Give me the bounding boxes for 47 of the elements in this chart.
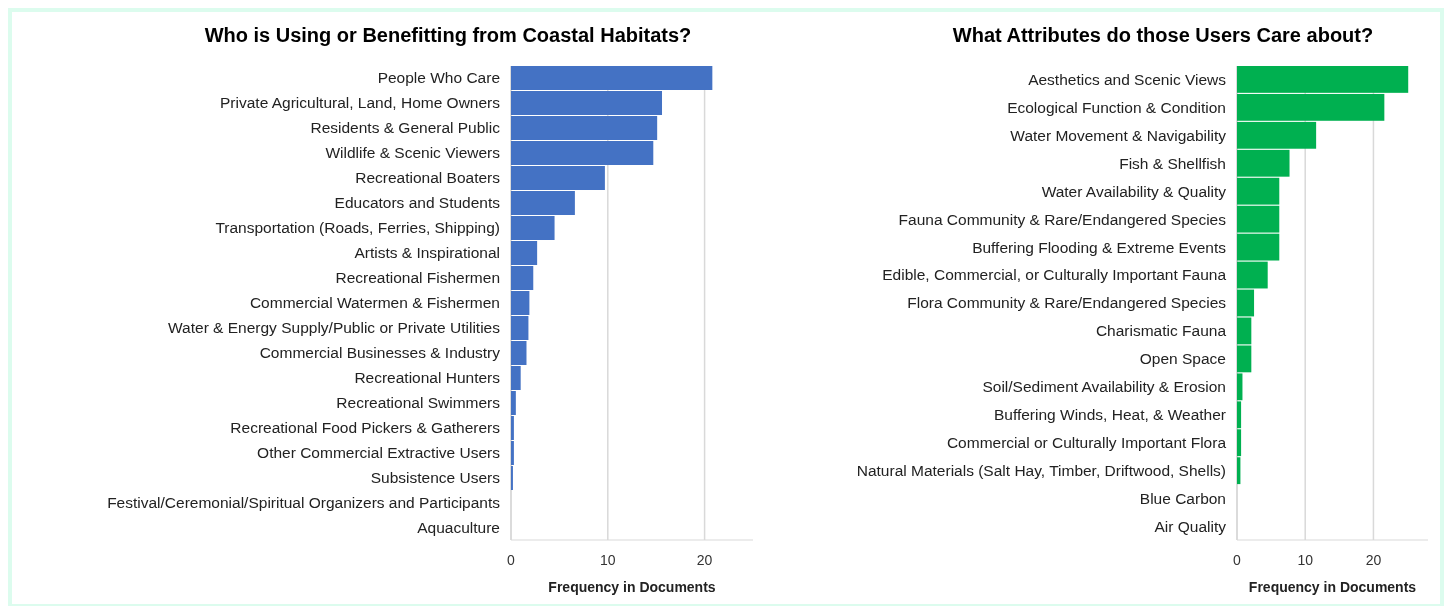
y-tick-label: Buffering Flooding & Extreme Events [972,238,1227,256]
y-tick-label: Fish & Shellfish [1119,154,1226,172]
y-tick-label: Artists & Inspirational [354,244,500,262]
y-tick-label: Charismatic Fauna [1095,322,1227,340]
y-tick-label: Recreational Boaters [355,169,501,187]
y-tick-label: Open Space [1139,350,1226,368]
y-tick-label: Transportation (Roads, Ferries, Shipping) [215,219,500,237]
y-tick-label: Recreational Hunters [354,369,501,387]
y-tick-label: Commercial Businesses & Industry [259,344,501,362]
y-tick-label: Water Movement & Navigability [1010,126,1227,144]
y-tick-label: Water & Energy Supply/Public or Private Utilities [168,319,501,337]
y-tick-label: Ecological Function & Condition [1007,98,1226,116]
y-tick-label: Recreational Food Pickers & Gatherers [230,419,501,437]
y-tick-label: Edible, Commercial, or Culturally Important Fauna [882,266,1227,284]
chart-title: What Attributes do those Users Care about? [952,24,1374,46]
chart-title: Who is Using or Benefitting from Coastal Habitats? [204,24,692,46]
y-tick-label: Recreational Swimmers [336,394,501,412]
y-tick-label: Subsistence Users [370,469,501,487]
y-tick-label: Flora Community & Rare/Endangered Species [907,294,1227,312]
x-tick-label: 10 [1297,552,1314,568]
y-tick-label: Air Quality [1154,518,1227,536]
x-tick-label: 10 [600,552,616,568]
y-tick-label: Commercial or Culturally Important Flora [946,434,1227,452]
y-tick-label: Buffering Winds, Heat, & Weather [993,406,1226,424]
y-tick-label: Private Agricultural, Land, Home Owners [220,94,501,112]
x-tick-label: 20 [1365,552,1382,568]
x-tick-label: 0 [507,552,516,568]
y-tick-label: People Who Care [377,69,500,87]
y-tick-label: Wildlife & Scenic Viewers [325,144,501,162]
y-tick-label: Recreational Fishermen [335,269,500,287]
x-tick-label: 0 [1233,552,1242,568]
y-tick-label: Other Commercial Extractive Users [257,444,501,462]
y-tick-label: Residents & General Public [310,119,501,137]
y-tick-label: Aquaculture [417,519,500,537]
y-tick-label: Aesthetics and Scenic Views [1028,70,1227,88]
x-tick-label: 20 [696,552,713,568]
y-tick-label: Fauna Community & Rare/Endangered Species [898,210,1227,228]
y-tick-label: Festival/Ceremonial/Spiritual Organizers and Participants [107,494,501,512]
y-tick-label: Natural Materials (Salt Hay, Timber, Driftwood, Shells) [856,462,1226,480]
y-tick-label: Soil/Sediment Availability & Erosion [982,378,1226,396]
y-tick-label: Educators and Students [334,194,501,212]
x-axis-title: Frequency in Documents [1248,579,1417,595]
y-tick-label: Commercial Watermen & Fishermen [249,294,500,312]
y-tick-label: Blue Carbon [1139,490,1226,508]
y-tick-label: Water Availability & Quality [1041,182,1227,200]
bar [1237,289,1255,317]
x-axis-title: Frequency in Documents [548,579,716,595]
